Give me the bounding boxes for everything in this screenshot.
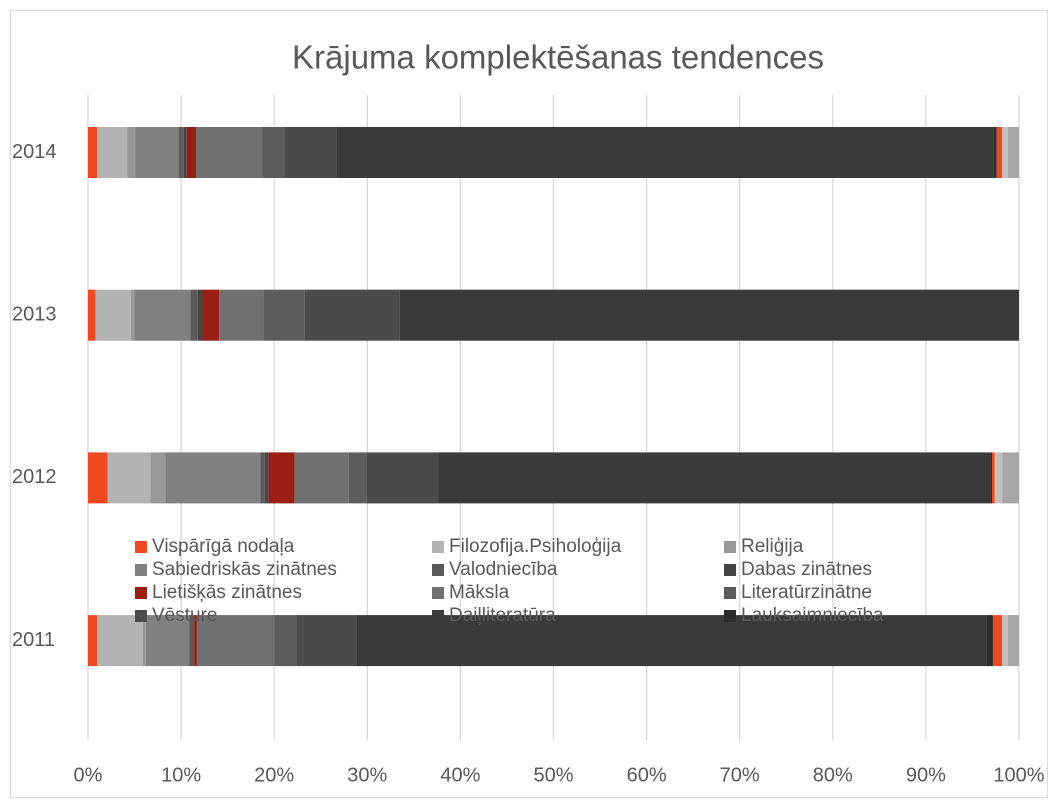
bar-segment — [183, 127, 187, 178]
bar-segment — [268, 452, 295, 504]
bar-segment — [88, 615, 98, 667]
bar-segment — [88, 127, 98, 178]
bar-segment — [186, 127, 196, 178]
bar-segment — [356, 615, 987, 667]
legend-label: Valodniecība — [449, 559, 558, 580]
bar-segment — [142, 615, 146, 667]
legend-swatch — [135, 587, 147, 599]
bar-segment — [189, 615, 194, 667]
bar-segment — [95, 289, 131, 341]
bar-segment — [986, 615, 993, 667]
bar-segment — [294, 452, 349, 504]
bar-segment — [178, 127, 184, 178]
legend-label: Daiļliteratūra — [449, 605, 556, 626]
bar-segment — [197, 289, 203, 341]
legend-label: Reliģija — [741, 536, 804, 557]
bar-segment — [304, 289, 400, 341]
bar-segment — [264, 452, 269, 504]
y-tick-label: 2011 — [12, 629, 55, 651]
bar-segment — [996, 127, 1003, 178]
x-tick-label: 20% — [254, 764, 294, 786]
legend-swatch — [724, 564, 736, 576]
bar-segment — [135, 127, 179, 178]
bar-segment — [1002, 127, 1008, 178]
x-tick-label: 40% — [440, 764, 480, 786]
y-tick-label: 2012 — [12, 466, 57, 488]
bar-segment — [145, 615, 190, 667]
chart-title: Krājuma komplektēšanas tendences — [292, 39, 824, 76]
bar-segment — [438, 452, 991, 504]
bar-segment — [1002, 615, 1008, 667]
legend-swatch — [432, 564, 444, 576]
bar-segment — [284, 127, 337, 178]
legend-label: Dabas zinātnes — [741, 559, 872, 580]
legend-label: Lietišķās zinātnes — [152, 582, 302, 603]
bar-segment — [1007, 127, 1019, 178]
bar-segment — [366, 452, 439, 504]
x-tick-label: 30% — [347, 764, 387, 786]
bar-segment — [993, 127, 997, 178]
bar-segment — [274, 615, 297, 667]
bar-segment — [1002, 452, 1019, 504]
legend-label: Vēsture — [152, 605, 217, 626]
bar-segment — [195, 127, 263, 178]
x-tick-label: 100% — [993, 764, 1044, 786]
legend-swatch — [724, 587, 736, 599]
bar-segment — [263, 289, 305, 341]
y-tick-label: 2013 — [12, 303, 57, 325]
legend-swatch — [724, 610, 736, 622]
bar-segment — [990, 452, 993, 504]
bar-segment — [202, 289, 220, 341]
y-tick-label: 2014 — [12, 141, 57, 163]
x-tick-label: 90% — [906, 764, 946, 786]
bar-segment — [97, 127, 128, 178]
legend-swatch — [135, 564, 147, 576]
legend-swatch — [135, 541, 147, 553]
x-tick-label: 50% — [533, 764, 573, 786]
bar-segment — [193, 615, 195, 667]
legend-swatch — [432, 610, 444, 622]
legend-label: Vispārīgā nodaļa — [152, 536, 295, 557]
x-tick-label: 60% — [627, 764, 667, 786]
bar-segment — [88, 289, 96, 341]
bar-segment — [107, 452, 151, 504]
bar-segment — [296, 615, 357, 667]
legend-swatch — [432, 541, 444, 553]
bar-segment — [88, 452, 108, 504]
bar-segment — [262, 127, 285, 178]
bar-segment — [994, 452, 1003, 504]
bar-segment — [260, 452, 265, 504]
bar-segment — [134, 289, 191, 341]
bar-segment — [97, 615, 143, 667]
x-tick-label: 0% — [74, 764, 103, 786]
legend-label: Literatūrzinātne — [741, 582, 872, 603]
bar-segment — [194, 615, 197, 667]
bar-segment — [130, 289, 135, 341]
legend-label: Māksla — [449, 582, 510, 603]
legend-swatch — [724, 541, 736, 553]
legend-label: Sabiedriskās zinātnes — [152, 559, 337, 580]
bar-segment — [219, 289, 264, 341]
bar-segment — [190, 289, 198, 341]
legend-swatch — [432, 587, 444, 599]
bar-segment — [196, 615, 275, 667]
bar-segment — [992, 452, 995, 504]
legend-swatch — [135, 610, 147, 622]
x-tick-label: 70% — [720, 764, 760, 786]
legend-label: Filozofija.Psiholoģija — [449, 536, 622, 557]
bar-segment — [399, 289, 1019, 341]
x-tick-label: 80% — [813, 764, 853, 786]
bar-segment — [336, 127, 994, 178]
bar-segment — [1007, 615, 1019, 667]
bar-segment — [992, 615, 1003, 667]
bar-segment — [165, 452, 261, 504]
legend-label: Lauksaimniecība — [741, 605, 884, 626]
x-tick-label: 10% — [161, 764, 201, 786]
bar-segment — [348, 452, 367, 504]
bar-segment — [150, 452, 166, 504]
bar-segment — [127, 127, 136, 178]
